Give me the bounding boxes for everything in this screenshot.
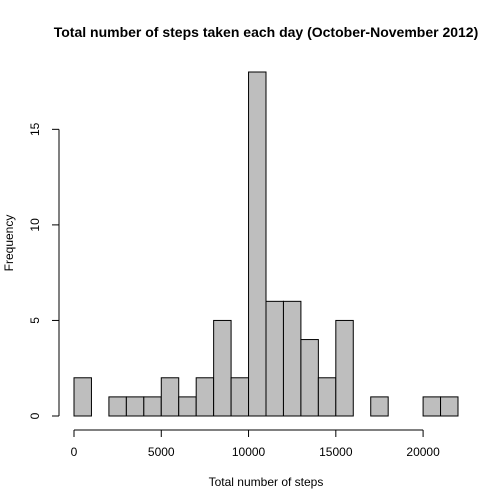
y-axis-label: Frequency (2, 215, 16, 272)
bars-group (73, 71, 459, 417)
x-tick-label: 10000 (232, 445, 266, 459)
histogram-bar (108, 396, 127, 417)
histogram-bar (422, 396, 442, 417)
histogram-bar (125, 396, 145, 417)
histogram-bar (300, 339, 319, 417)
x-axis-label: Total number of steps (209, 475, 324, 489)
y-tick-label: 0 (28, 412, 42, 419)
y-tick-label: 5 (28, 317, 42, 324)
histogram-bar (440, 396, 459, 417)
histogram-bar (143, 396, 162, 417)
histogram-bar (248, 71, 267, 417)
x-tick-label: 5000 (148, 445, 175, 459)
histogram-bar (73, 377, 92, 417)
histogram-bar (370, 396, 389, 417)
y-tick-label: 15 (28, 122, 42, 136)
y-axis: 0 5 10 15 (28, 122, 60, 419)
x-tick-label: 15000 (319, 445, 353, 459)
histogram-bar (213, 319, 232, 417)
histogram-bar (265, 300, 284, 417)
y-tick-label: 10 (28, 218, 42, 232)
histogram-bar (230, 377, 250, 417)
histogram-bar (335, 319, 354, 417)
histogram-bar (160, 377, 180, 417)
x-tick-label: 0 (71, 445, 78, 459)
x-tick-label: 20000 (406, 445, 440, 459)
histogram-bar (195, 377, 215, 417)
chart-title: Total number of steps taken each day (Oc… (54, 24, 479, 40)
histogram-bar (317, 377, 337, 417)
x-axis: 0 5000 10000 15000 20000 (71, 429, 440, 459)
histogram-bar (178, 396, 197, 417)
histogram-bar (282, 300, 302, 417)
